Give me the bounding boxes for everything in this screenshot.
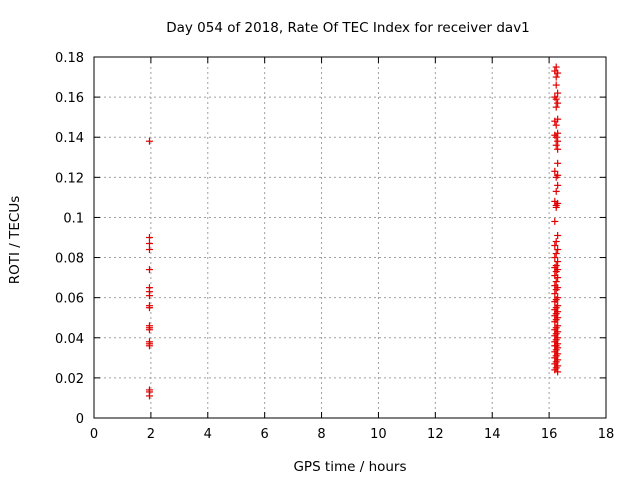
y-tick-label: 0.14 [55, 131, 84, 146]
y-tick-label: 0.18 [55, 51, 84, 66]
axis-ticks [93, 56, 607, 419]
data-point [554, 89, 562, 97]
data-points [145, 63, 562, 400]
x-tick-labels: 0 2 4 6 8 10 12 14 16 18 [90, 427, 614, 442]
x-axis-label: GPS time / hours [293, 459, 406, 475]
data-point [552, 173, 560, 181]
data-point [554, 145, 562, 153]
data-point [552, 133, 560, 141]
y-tick-label: 0.16 [55, 91, 84, 106]
data-point [552, 238, 560, 246]
data-point [145, 246, 153, 254]
data-point [552, 187, 560, 195]
data-point [554, 258, 562, 266]
data-point [554, 69, 562, 77]
y-tick-label: 0.04 [55, 332, 84, 347]
data-point [145, 266, 153, 274]
y-tick-label: 0.12 [55, 171, 84, 186]
x-tick-label: 0 [90, 427, 98, 442]
data-point [552, 278, 560, 286]
x-tick-label: 10 [370, 427, 387, 442]
data-point [552, 63, 560, 71]
data-point [145, 292, 153, 300]
data-point [552, 103, 560, 111]
x-tick-label: 16 [541, 427, 558, 442]
data-point [145, 304, 153, 312]
plot-frame [93, 56, 607, 419]
data-point [552, 73, 560, 81]
x-tick-label: 2 [147, 427, 155, 442]
x-tick-label: 14 [484, 427, 501, 442]
x-tick-label: 4 [204, 427, 212, 442]
data-point [552, 250, 560, 258]
data-point [551, 290, 559, 298]
y-tick-labels: 0 0.02 0.04 0.06 0.08 0.1 0.12 0.14 0.16 0.18 [55, 51, 84, 427]
data-point [551, 254, 559, 262]
data-point [145, 342, 153, 350]
data-point [145, 326, 153, 334]
data-point [145, 137, 153, 145]
data-point [551, 217, 559, 225]
data-point [551, 167, 559, 175]
x-tick-label: 8 [317, 427, 325, 442]
data-point [551, 242, 559, 250]
y-tick-label: 0.06 [55, 292, 84, 307]
data-point [554, 137, 562, 145]
y-axis-label: ROTI / TECUs [7, 196, 23, 284]
y-tick-label: 0 [76, 412, 84, 427]
data-point [145, 240, 153, 248]
data-point [554, 159, 562, 167]
data-point [552, 95, 560, 103]
data-point [554, 231, 562, 239]
y-tick-label: 0.1 [63, 211, 84, 226]
data-point [551, 117, 559, 125]
x-tick-label: 18 [598, 427, 615, 442]
data-point [554, 274, 562, 282]
data-point [552, 81, 560, 89]
chart-title: Day 054 of 2018, Rate Of TEC Index for r… [166, 20, 530, 36]
grid-lines [94, 57, 606, 418]
data-point [551, 298, 559, 306]
data-point [554, 181, 562, 189]
data-point [552, 121, 560, 129]
data-point [145, 392, 153, 400]
data-point [551, 318, 559, 326]
y-tick-label: 0.02 [55, 372, 84, 387]
data-point [554, 246, 562, 254]
x-tick-label: 12 [427, 427, 444, 442]
data-point [552, 286, 560, 294]
data-point [552, 203, 560, 211]
data-point [554, 99, 562, 107]
data-point [552, 141, 560, 149]
data-point [145, 234, 153, 241]
data-point [554, 368, 562, 376]
y-tick-label: 0.08 [55, 252, 84, 267]
x-tick-label: 6 [261, 427, 269, 442]
data-point [552, 268, 560, 276]
